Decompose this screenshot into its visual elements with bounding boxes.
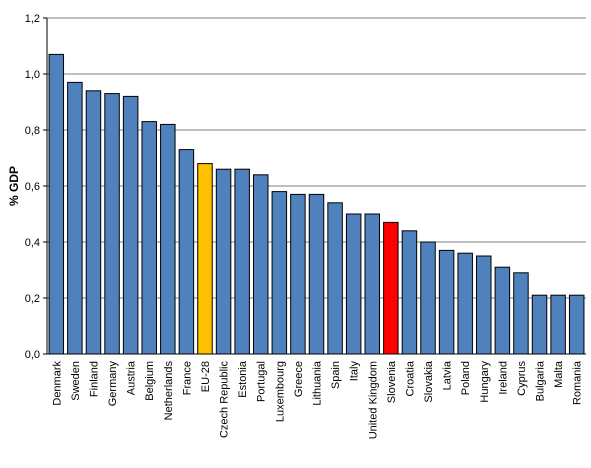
bar-belgium <box>141 121 157 355</box>
bar-hungary <box>476 255 492 355</box>
bar-italy <box>345 213 362 355</box>
bar-malta <box>550 294 566 355</box>
bar-denmark <box>48 53 65 355</box>
bar-luxembourg <box>271 191 288 355</box>
bar-cyprus <box>513 272 529 355</box>
y-axis-label: % GDP <box>7 166 21 206</box>
bar-slovakia <box>420 241 436 355</box>
x-tick-label: Lithuania <box>312 360 324 406</box>
x-tick-label: Greece <box>293 361 305 397</box>
bar-sweden <box>67 81 83 355</box>
bar-estonia <box>234 168 250 355</box>
x-tick-label: Germany <box>107 361 119 407</box>
x-tick-label: EU-28 <box>200 361 212 392</box>
x-tick-label: Latvia <box>442 360 454 390</box>
x-tick-label: Slovakia <box>423 360 435 402</box>
x-tick-label: Croatia <box>404 360 416 396</box>
bars <box>48 53 585 355</box>
x-tick-label: Finland <box>88 361 100 397</box>
bar-france <box>178 149 195 355</box>
y-tick-label: 0,2 <box>25 293 40 305</box>
x-tick-label: Austria <box>126 360 138 395</box>
x-tick-label: Slovenia <box>386 360 398 403</box>
y-tick-label: 0,6 <box>25 181 40 193</box>
x-tick-label: Portugal <box>256 361 268 402</box>
bar-slovenia <box>383 221 399 355</box>
x-tick-label: France <box>181 361 193 395</box>
y-tick-label: 0,0 <box>25 349 40 361</box>
x-tick-label: Denmark <box>51 361 63 406</box>
y-axis-ticks: 0,0 0,2 0,4 0,6 0,8 1,0 1,2 <box>25 13 48 361</box>
bar-germany <box>104 93 120 355</box>
bar-portugal <box>252 174 269 355</box>
bar-austria <box>122 95 139 355</box>
bar-czech-republic <box>215 168 232 355</box>
x-tick-label: Estonia <box>237 360 249 398</box>
bar-ireland <box>494 266 511 355</box>
x-tick-label: Ireland <box>497 361 509 395</box>
y-tick-label: 1,2 <box>25 13 40 25</box>
x-tick-label: Poland <box>460 361 472 395</box>
x-tick-label: Italy <box>349 361 361 382</box>
bar-eu-28 <box>197 163 213 355</box>
x-tick-label: Hungary <box>479 361 491 403</box>
bar-lithuania <box>308 193 325 355</box>
x-axis-ticks: Denmark Sweden Finland Germany Austria Belgiu… <box>47 353 586 439</box>
x-tick-label: Luxembourg <box>274 361 286 422</box>
bar-bulgaria <box>531 294 548 355</box>
bar-poland <box>457 252 473 355</box>
x-tick-label: Bulgaria <box>535 360 547 401</box>
x-tick-label: Czech Republic <box>219 361 231 439</box>
x-tick-label: Spain <box>330 361 342 389</box>
bar-finland <box>85 90 102 355</box>
y-tick-label: 0,8 <box>25 125 40 137</box>
bar-croatia <box>401 230 418 355</box>
bar-netherlands <box>160 123 176 355</box>
bar-latvia <box>438 249 455 355</box>
x-tick-label: Romania <box>572 360 584 405</box>
x-tick-label: Netherlands <box>163 361 175 421</box>
x-tick-label: Malta <box>553 360 565 388</box>
x-tick-label: Sweden <box>70 361 82 401</box>
bar-spain <box>327 202 343 355</box>
y-tick-label: 1,0 <box>25 69 40 81</box>
bar-greece <box>290 193 306 355</box>
x-tick-label: Belgium <box>144 361 156 401</box>
x-tick-label: Cyprus <box>516 361 528 396</box>
bar-romania <box>568 294 585 355</box>
bar-united-kingdom <box>364 213 381 355</box>
y-tick-label: 0,4 <box>25 237 40 249</box>
x-tick-label: United Kingdom <box>367 361 379 439</box>
